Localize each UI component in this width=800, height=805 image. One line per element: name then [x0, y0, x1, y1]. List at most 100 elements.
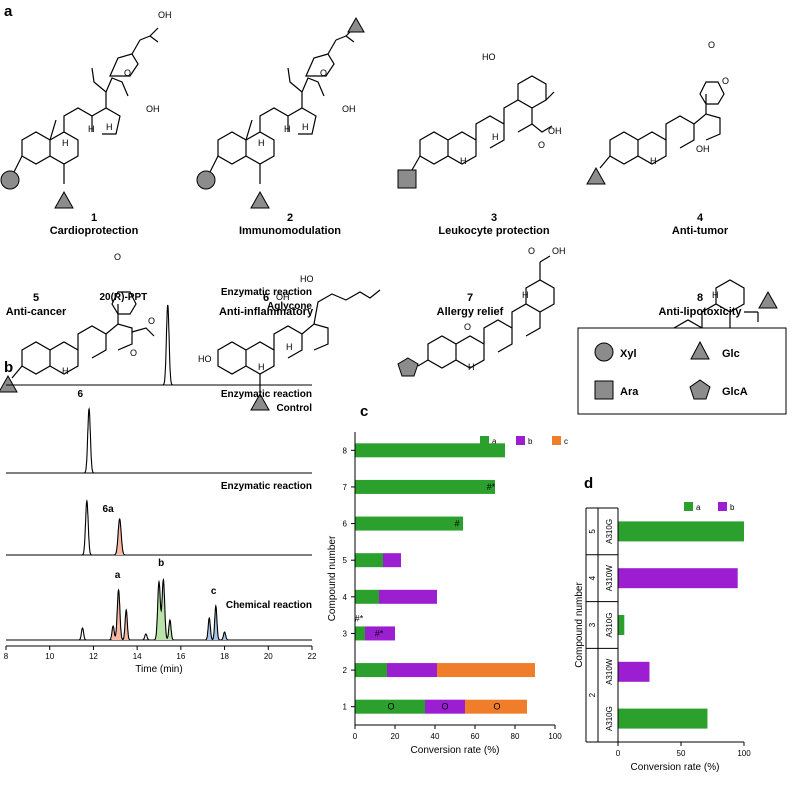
y-axis-title: Compound number — [327, 535, 338, 621]
x-tick-label: 60 — [471, 732, 480, 741]
x-tick-label: 18 — [220, 652, 229, 661]
h-label-6b: H — [286, 342, 293, 352]
y-tick-label: 1 — [343, 703, 348, 712]
compound-label: Allergy relief — [437, 306, 504, 318]
h-label-1b: H — [88, 124, 95, 134]
compound-label: Cardioprotection — [50, 225, 139, 237]
bar-annotation: #* — [375, 628, 384, 638]
glca-icon — [689, 379, 711, 400]
bar-2-A310W-b — [618, 661, 650, 682]
legend-swatch-a — [480, 436, 489, 445]
legend-xyl: Xyl — [620, 348, 637, 360]
glc-icon — [347, 16, 365, 33]
bar-annotation: O — [387, 702, 394, 712]
peak-label: 20(R)-PPT — [99, 292, 147, 303]
o-label-5a: O — [114, 252, 121, 262]
x-tick-label: 10 — [45, 652, 54, 661]
compound-number: 5 — [33, 292, 39, 304]
structures-group: O OH OH H H H 1 Cardioprotection O OH H … — [0, 10, 778, 411]
structure-2: O OH H H H 2 Immunomodulation — [196, 16, 365, 237]
ho-label-6b: HO — [198, 354, 212, 364]
oh-label-1b: OH — [146, 104, 160, 114]
trace-title: Enzymatic reaction — [221, 389, 312, 400]
x-tick-label: 8 — [4, 652, 9, 661]
chrom-trace — [6, 406, 312, 474]
oh-label-7: OH — [552, 246, 566, 256]
trace-title: Chemical reaction — [226, 600, 312, 611]
o-label-5b: O — [130, 348, 137, 358]
legend-glc: Glc — [722, 348, 740, 360]
bar-4-b — [379, 589, 437, 604]
peak-label-c: c — [211, 586, 217, 597]
h-label-4: H — [650, 156, 657, 166]
h-label-3a: H — [460, 156, 467, 166]
chrom-trace — [6, 304, 312, 386]
structure-1: O OH OH H H H 1 Cardioprotection — [0, 10, 172, 237]
glc-icon — [250, 190, 270, 209]
bar-5-a — [355, 553, 383, 568]
trace-title: Enzymatic reaction — [221, 287, 312, 298]
o-label-4b: O — [722, 76, 729, 86]
structure-3: HO OH O H H 3 Leukocyte protection — [397, 52, 562, 237]
oh-label-4: OH — [696, 144, 710, 154]
bar-1-a — [355, 699, 425, 714]
bar-2-a — [355, 663, 387, 678]
chromatogram-panel: Enzymatic reaction Aglycone Enzymatic reac… — [4, 287, 317, 675]
x-tick-label: 12 — [89, 652, 98, 661]
bar-annotation: #* — [355, 613, 364, 623]
x-tick-label: 20 — [264, 652, 273, 661]
bar-4-A310W-b — [618, 568, 738, 589]
variant-label: A310W — [605, 658, 614, 685]
glc-icon — [0, 374, 18, 393]
h-label-7a: H — [468, 362, 475, 372]
glc-icon — [250, 392, 270, 411]
bar-5-b — [383, 553, 401, 568]
bar-annotation: #* — [487, 482, 496, 492]
o-label-4a: O — [708, 40, 715, 50]
bar-5-A310G-a — [618, 521, 744, 542]
structure-6: HO OH HO H H — [198, 274, 381, 411]
peak-label-b: b — [158, 558, 164, 569]
y-tick-label: 2 — [343, 666, 348, 675]
bar-4-a — [355, 589, 379, 604]
x-tick-label: 100 — [737, 749, 751, 758]
compound-label: Leukocyte protection — [438, 225, 550, 237]
legend-label-b: b — [528, 437, 533, 446]
o-label-7a: O — [528, 246, 535, 256]
bar-annotation: # — [454, 519, 459, 529]
y-tick-label: 3 — [343, 629, 348, 638]
xyl-icon — [0, 170, 20, 190]
glc-icon — [54, 190, 74, 209]
glca-icon — [397, 357, 419, 377]
compound-number: 3 — [491, 212, 497, 224]
glc-icon — [690, 340, 710, 360]
ho-label-6a: HO — [300, 274, 314, 284]
x-axis-title: Conversion rate (%) — [631, 762, 720, 773]
sugar-legend: Xyl Glc Ara GlcA — [577, 327, 787, 415]
x-tick-label: 0 — [616, 749, 621, 758]
variant-label: A310G — [605, 613, 614, 638]
peak-label: 6 — [77, 389, 83, 400]
compound-label: Anti-cancer — [6, 306, 67, 318]
panel-label-a: a — [4, 3, 13, 20]
x-tick-label: 80 — [511, 732, 520, 741]
x-tick-label: 16 — [176, 652, 185, 661]
bar-3-a — [355, 626, 365, 641]
peak-label: 6a — [103, 504, 115, 515]
variant-label: A310W — [605, 565, 614, 592]
bar-annotation: O — [493, 702, 500, 712]
h-label-7b: H — [522, 290, 529, 300]
x-tick-label: 14 — [133, 652, 142, 661]
variant-label: A310G — [605, 519, 614, 544]
h-label-2b: H — [284, 124, 291, 134]
compound-number: 2 — [287, 212, 293, 224]
structure-4: O O OH H 4 Anti-tumor — [586, 40, 729, 237]
xyl-icon — [196, 170, 216, 190]
compound-number: 7 — [467, 292, 473, 304]
o-label-2: O — [320, 68, 327, 78]
x-tick-label: 22 — [308, 652, 317, 661]
h-label-2c: H — [302, 122, 309, 132]
trace-subtitle: Control — [276, 403, 312, 414]
compound-number: 4 — [697, 212, 704, 224]
trace-title: Enzymatic reaction — [221, 481, 312, 492]
